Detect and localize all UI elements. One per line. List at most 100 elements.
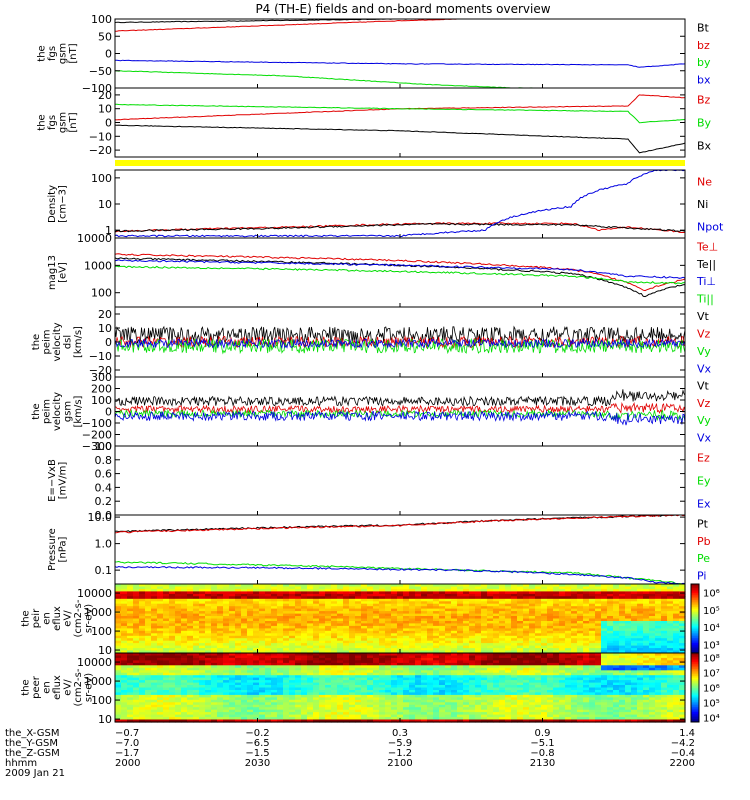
spectrogram-cell: [265, 613, 272, 617]
spectrogram-cell: [151, 601, 158, 605]
spectrogram-cell: [397, 667, 404, 671]
spectrogram-cell: [241, 675, 248, 679]
spectrogram-cell: [463, 598, 470, 602]
spectrogram-cell: [457, 677, 464, 681]
spectrogram-cell: [205, 709, 212, 713]
spectrogram-cell: [253, 653, 260, 657]
spectrogram-cell: [637, 628, 644, 632]
spectrogram-cell: [271, 633, 278, 637]
spectrogram-cell: [301, 687, 308, 691]
spectrogram-cell: [229, 682, 236, 686]
spectrogram-cell: [145, 628, 152, 632]
spectrogram-cell: [169, 714, 176, 718]
spectrogram-cell: [493, 690, 500, 694]
spectrogram-cell: [475, 670, 482, 674]
spectrogram-cell: [181, 588, 188, 592]
y-tick-label: 10000: [77, 232, 112, 245]
spectrogram-cell: [151, 662, 158, 666]
spectrogram-cell: [481, 633, 488, 637]
spectrogram-cell: [307, 665, 314, 669]
spectrogram-cell: [349, 709, 356, 713]
spectrogram-cell: [199, 694, 206, 698]
spectrogram-cell: [115, 628, 122, 632]
spectrogram-cell: [307, 601, 314, 605]
spectrogram-cell: [487, 717, 494, 721]
spectrogram-cell: [235, 593, 242, 597]
spectrogram-cell: [271, 685, 278, 689]
spectrogram-cell: [145, 650, 152, 654]
spectrogram-cell: [559, 613, 566, 617]
spectrogram-cell: [253, 667, 260, 671]
spectrogram-cell: [463, 717, 470, 721]
spectrogram-cell: [205, 628, 212, 632]
spectrogram-cell: [283, 625, 290, 629]
spectrogram-cell: [523, 640, 530, 644]
spectrogram-cell: [619, 586, 626, 590]
spectrogram-cell: [343, 662, 350, 666]
spectrogram-cell: [115, 603, 122, 607]
spectrogram-cell: [319, 690, 326, 694]
spectrogram-cell: [169, 709, 176, 713]
spectrogram-cell: [373, 643, 380, 647]
spectrogram-cell: [199, 667, 206, 671]
spectrogram-cell: [499, 694, 506, 698]
spectrogram-cell: [247, 645, 254, 649]
spectrogram-cell: [283, 667, 290, 671]
spectrogram-cell: [655, 588, 662, 592]
spectrogram-cell: [283, 638, 290, 642]
spectrogram-cell: [463, 608, 470, 612]
spectrogram-cell: [223, 697, 230, 701]
spectrogram-cell: [253, 611, 260, 615]
spectrogram-cell: [493, 677, 500, 681]
colorbar-cell: [691, 601, 699, 604]
spectrogram-cell: [343, 653, 350, 657]
spectrogram-cell: [193, 588, 200, 592]
spectrogram-cell: [277, 690, 284, 694]
spectrogram-cell: [427, 699, 434, 703]
spectrogram-cell: [673, 650, 680, 654]
series-line-bz: [114, 18, 685, 32]
spectrogram-cell: [307, 685, 314, 689]
spectrogram-cell: [211, 596, 218, 600]
spectrogram-cell: [223, 596, 230, 600]
spectrogram-cell: [187, 623, 194, 627]
spectrogram-cell: [325, 702, 332, 706]
spectrogram-cell: [151, 606, 158, 610]
spectrogram-cell: [337, 662, 344, 666]
spectrogram-cell: [169, 621, 176, 625]
spectrogram-cell: [421, 675, 428, 679]
spectrogram-cell: [439, 697, 446, 701]
colorbar-cell: [691, 590, 699, 594]
spectrogram-cell: [223, 670, 230, 674]
spectrogram-cell: [175, 682, 182, 686]
spectrogram-cell: [427, 655, 434, 659]
spectrogram-cell: [421, 621, 428, 625]
spectrogram-cell: [121, 699, 128, 703]
spectrogram-cell: [217, 697, 224, 701]
legend-entry: Ti||: [696, 292, 714, 305]
spectrogram-cell: [655, 618, 662, 622]
spectrogram-cell: [397, 690, 404, 694]
spectrogram-cell: [235, 645, 242, 649]
spectrogram-cell: [529, 584, 536, 588]
spectrogram-cell: [679, 635, 686, 639]
spectrogram-cell: [391, 608, 398, 612]
spectrogram-cell: [631, 648, 638, 652]
spectrogram-cell: [241, 616, 248, 620]
spectrogram-cell: [511, 690, 518, 694]
spectrogram-cell: [199, 611, 206, 615]
legend-entry: Npot: [697, 221, 724, 234]
spectrogram-cell: [427, 680, 434, 684]
spectrogram-cell: [679, 638, 686, 642]
spectrogram-cell: [529, 677, 536, 681]
spectrogram-cell: [217, 586, 224, 590]
spectrogram-cell: [631, 603, 638, 607]
spectrogram-cell: [379, 618, 386, 622]
spectrogram-cell: [313, 633, 320, 637]
spectrogram-cell: [487, 682, 494, 686]
spectrogram-cell: [235, 677, 242, 681]
spectrogram-cell: [205, 697, 212, 701]
spectrogram-cell: [259, 675, 266, 679]
spectrogram-cell: [385, 657, 392, 661]
